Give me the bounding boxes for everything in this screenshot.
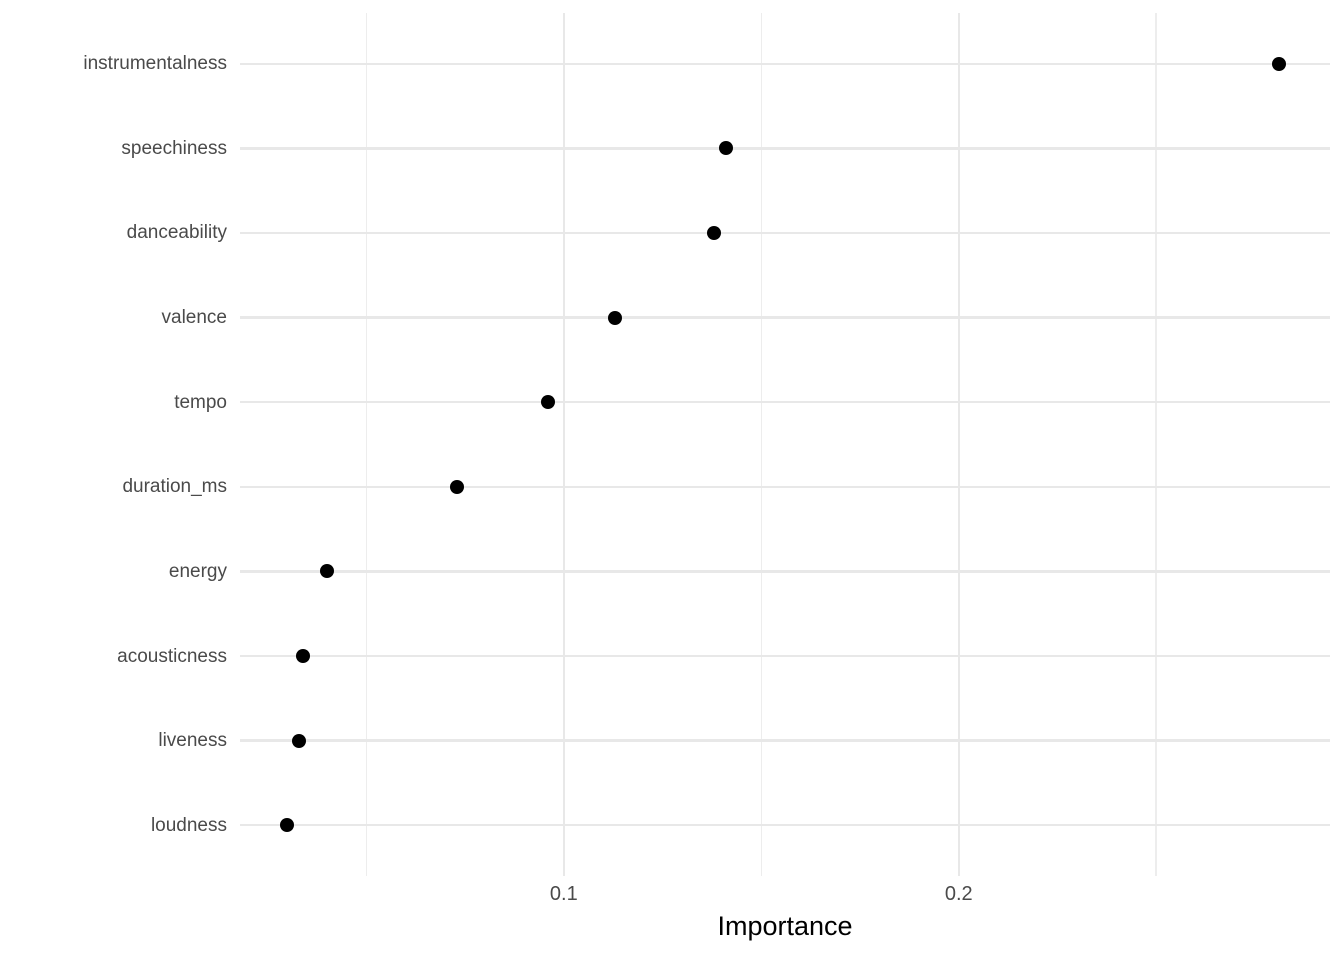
row-grid-line — [240, 823, 1330, 827]
row-grid-line — [240, 400, 1330, 404]
data-point — [718, 141, 733, 156]
data-point — [541, 395, 556, 410]
data-point — [292, 733, 307, 748]
data-point — [450, 479, 465, 494]
data-point — [608, 310, 623, 325]
row-grid-line — [240, 231, 1330, 235]
y-axis-label: liveness — [158, 730, 227, 752]
row-grid-line — [240, 147, 1330, 150]
x-tick-label: 0.1 — [549, 883, 578, 905]
row-grid-line — [240, 485, 1330, 489]
grid-line-major — [957, 13, 961, 876]
y-axis-label: tempo — [174, 391, 227, 413]
data-point — [1271, 56, 1286, 71]
grid-line-minor — [365, 13, 368, 876]
x-axis-title: Importance — [717, 911, 853, 941]
y-axis-label: danceability — [126, 222, 227, 244]
y-axis-label: speechiness — [121, 137, 227, 159]
row-grid-line — [240, 739, 1330, 742]
y-axis-label: energy — [168, 560, 227, 582]
grid-line-minor — [760, 13, 763, 876]
y-axis-label: acousticness — [117, 645, 227, 667]
y-axis-label: valence — [161, 307, 228, 329]
row-grid-line — [240, 654, 1330, 658]
data-point — [319, 564, 334, 579]
data-point — [296, 649, 311, 664]
grid-line-minor — [1155, 13, 1158, 876]
data-point — [280, 818, 295, 833]
y-axis-label: instrumentalness — [83, 53, 227, 75]
row-grid-line — [240, 62, 1330, 65]
row-grid-line — [240, 570, 1330, 573]
row-grid-line — [240, 316, 1330, 319]
data-point — [706, 225, 721, 240]
grid-line-major — [562, 13, 566, 876]
x-tick-label: 0.2 — [944, 883, 973, 905]
y-axis-label: duration_ms — [122, 476, 227, 498]
y-axis-label: loudness — [150, 814, 227, 836]
plot-panel — [240, 13, 1330, 876]
